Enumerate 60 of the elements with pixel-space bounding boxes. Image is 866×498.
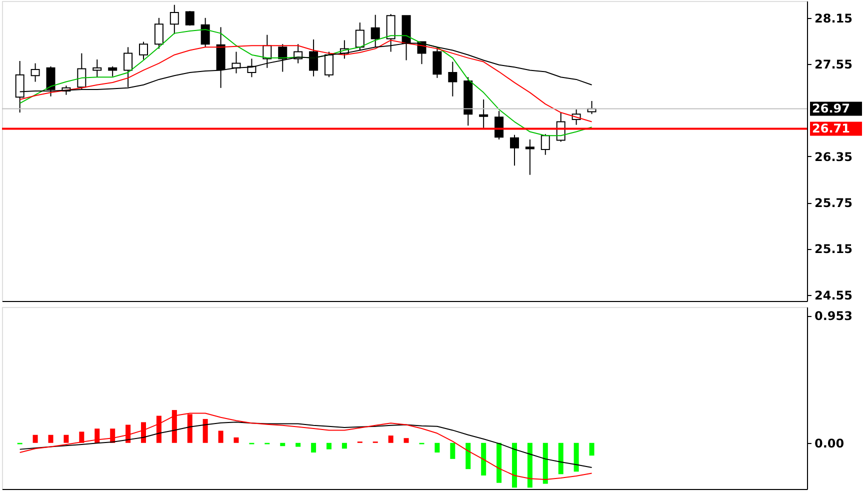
bar [512,442,517,488]
bar [94,428,100,443]
bar [481,442,486,476]
bar [218,430,224,443]
bar [32,434,38,443]
bar [126,424,131,443]
bar [574,442,579,472]
bar [466,442,471,470]
y-tick-label: 28.15 [814,11,852,26]
y-tick-label: 24.55 [814,288,852,302]
bar [234,437,239,443]
bar [79,432,84,443]
bar [156,416,162,443]
bar [202,418,208,443]
bar [141,422,146,443]
line-series [19,422,592,468]
bar [404,438,409,443]
bar [527,442,532,488]
line-series [19,412,592,480]
y-tick-label: 27.55 [814,58,852,72]
bar [496,442,502,483]
bar [450,442,456,459]
y-tick-label: 26.35 [814,150,852,164]
y-tick-label: 0.953 [814,309,852,324]
bar [589,442,594,456]
candlestick [154,17,164,50]
candlestick [432,46,442,78]
y-tick-label: 0.00 [814,436,844,450]
candlestick [108,66,118,77]
candlestick [185,10,194,26]
bar [388,436,394,443]
bar [48,434,54,443]
bar [434,442,440,453]
bar [64,434,69,443]
candlestick [525,138,534,176]
candlestick [510,134,519,166]
candlestick [92,58,102,78]
ref-line-label: 26.97 [812,102,850,116]
candlestick [540,134,550,156]
bar [280,442,286,446]
y-tick-label: 25.75 [814,196,852,210]
candlestick [30,62,40,82]
candlestick [200,17,210,48]
bar [558,442,564,474]
line-series [19,40,592,122]
candlestick [479,98,488,128]
candlestick [139,41,148,60]
candlestick [170,4,179,35]
bar [542,442,548,484]
candlestick [124,46,133,88]
bar [311,442,316,453]
candlestick [448,61,458,97]
candlestick [494,110,504,140]
candlestick [324,51,334,78]
bar [326,442,332,450]
y-tick-label: 25.15 [814,242,852,256]
bar [296,442,301,447]
bar [342,442,347,449]
candlestick [77,52,86,90]
ref-line-label: 26.71 [812,122,850,136]
